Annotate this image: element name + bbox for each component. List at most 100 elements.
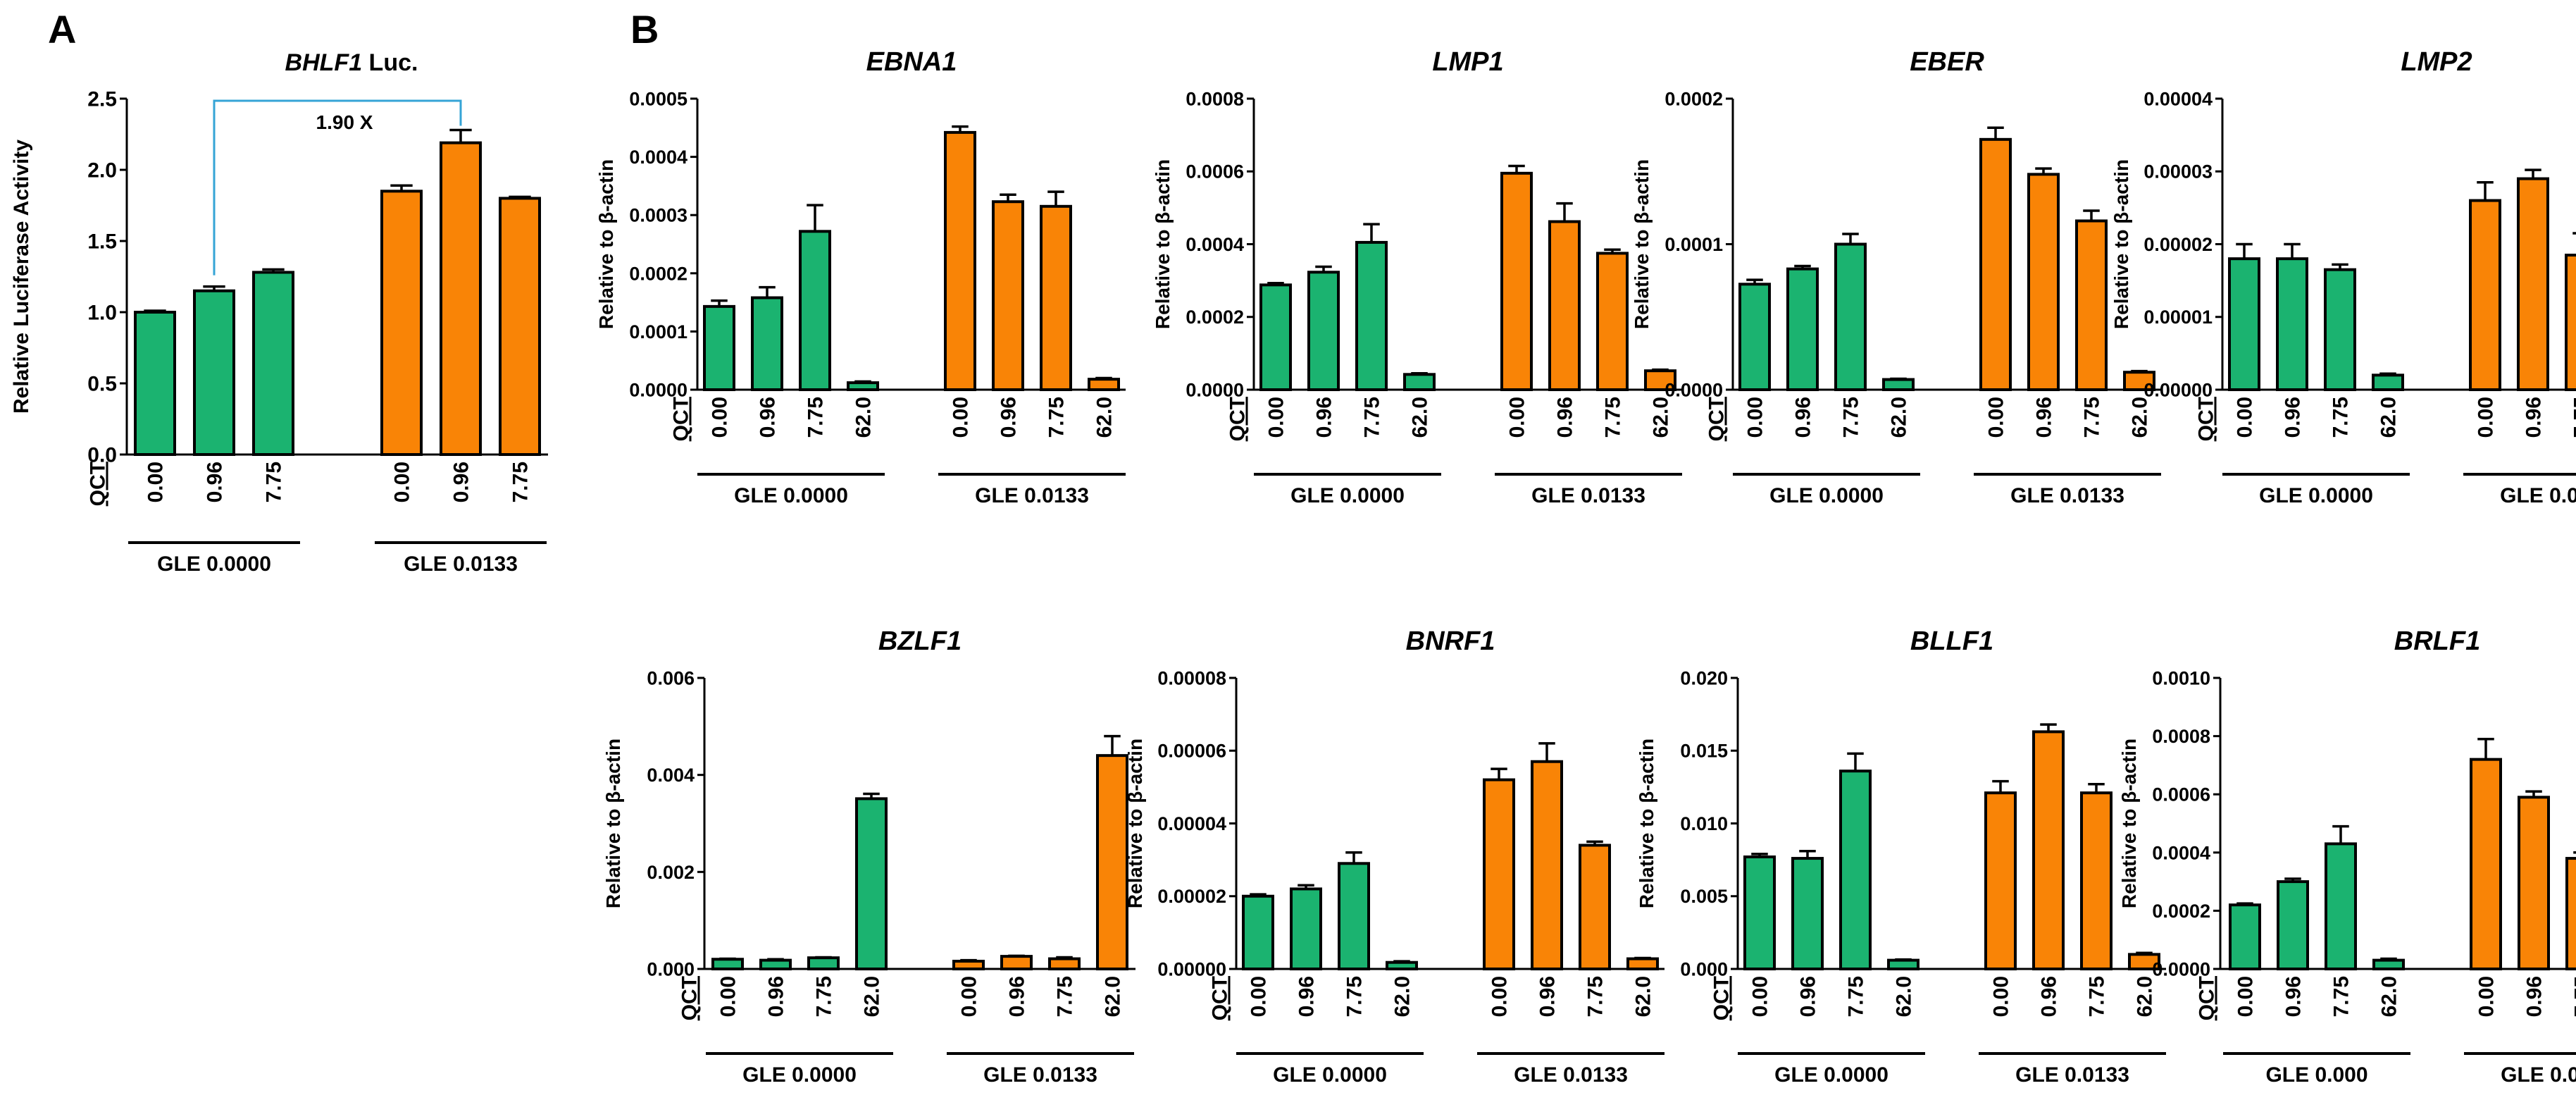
chart-title: EBER [1910,47,1984,77]
x-tick-label: 0.96 [2038,976,2061,1017]
x-tick-label: 0.96 [2522,397,2546,438]
bar [799,230,831,391]
group-label: GLE 0.0000 [2259,484,2373,507]
chart-title: BLLF1 [1910,626,1993,656]
x-axis-prefix-label: QCT [1226,397,1250,441]
x-tick-label: 0.96 [2523,976,2546,1017]
x-tick-label: 62.0 [1409,397,1432,438]
y-tick-label: 0.0004 [629,147,687,168]
bar [2027,173,2060,391]
group-label: GLE 0.0000 [157,552,271,576]
x-tick-label: 0.00 [144,462,168,502]
x-axis-prefix-label: QCT [678,976,702,1020]
x-tick-label: 62.0 [2378,976,2401,1017]
group-label: GLE 0.0000 [1774,1063,1889,1087]
bar [1979,137,2012,391]
x-tick-label: 0.00 [2234,397,2257,438]
bar [134,311,176,456]
chart-b5: 0.000 0.002 0.004 0.006 Relative to β-actin B… [602,626,1135,1087]
group-label: GLE 0.0000 [734,484,848,507]
y-tick-label: 0.0000 [2152,958,2210,980]
x-tick-label: 0.96 [757,397,780,438]
bar [1839,770,1872,971]
x-tick-label: 0.00 [709,397,732,438]
chart-title: LMP1 [1432,47,1503,77]
x-tick-label: 7.75 [1343,976,1367,1017]
fold-change-label: 1.90 X [316,111,373,133]
y-tick-label: 0.0006 [2152,784,2210,805]
x-tick-label: 7.75 [1584,976,1607,1017]
group-label: GLE 0.0133 [2015,1063,2129,1087]
y-tick-label: 0.005 [1680,886,1728,907]
group-label: GLE 0.0133 [975,484,1089,507]
x-tick-label: 0.96 [1554,397,1577,438]
bar [2277,880,2309,970]
panel-a-letter: A [48,7,77,51]
y-axis-label: Relative to β-actin [2118,739,2140,908]
chart-title: BZLF1 [878,626,962,656]
x-tick-label: 62.0 [1888,397,1911,438]
x-tick-label: 0.00 [1265,397,1288,438]
x-tick-label: 7.75 [2570,397,2576,438]
y-tick-label: 0.00000 [2143,379,2213,400]
bar [2470,758,2502,970]
bar [2469,199,2501,391]
x-tick-label: 62.0 [2377,397,2401,438]
y-tick-label: 0.0004 [1186,234,1244,255]
bar [2324,268,2356,392]
x-axis-prefix-label: QCT [2196,976,2219,1020]
bar [1259,283,1292,391]
y-tick-label: 0.0002 [1186,307,1244,328]
bar [2229,903,2261,971]
x-tick-label: 7.75 [1045,397,1069,438]
x-tick-label: 0.00 [1488,976,1512,1017]
x-tick-label: 62.0 [861,976,884,1017]
chart-title: BHLF1 Luc. [285,49,418,76]
x-tick-label: 62.0 [2129,397,2152,438]
x-tick-label: 0.96 [450,462,473,502]
bar [1531,760,1563,971]
bar [2228,257,2260,391]
y-tick-label: 0.00002 [2143,234,2213,255]
bar [807,956,840,971]
y-tick-label: 0.0000 [629,379,687,400]
y-tick-label: 0.015 [1680,741,1728,762]
x-axis-prefix-label: QCT [2195,397,2218,441]
x-tick-label: 62.0 [1650,397,1673,438]
y-tick-label: 0.0010 [2152,667,2210,688]
bar [2075,219,2108,391]
bar [1386,960,1418,971]
x-tick-label: 7.75 [2086,976,2109,1017]
x-tick-label: 0.00 [1985,397,2008,438]
chart-b2: 0.0000 0.0002 0.0004 0.0006 0.0008 Relative t… [1152,47,1682,507]
bar [992,200,1024,391]
group-label: GLE 0.0133 [983,1063,1097,1087]
x-tick-label: 62.0 [852,397,876,438]
x-tick-label: 0.00 [958,976,981,1017]
group-label: GLE 0.0133 [2010,484,2124,507]
bar [1500,171,1533,392]
y-tick-label: 0.0001 [629,321,687,342]
bar [1000,955,1033,971]
x-tick-label: 0.00 [2475,976,2499,1017]
chart-title: BRLF1 [2394,626,2480,656]
x-tick-label: 0.96 [1313,397,1336,438]
bar [1786,267,1819,392]
bar [711,958,744,970]
chart-title: BNRF1 [1406,626,1495,656]
bar [2565,857,2576,971]
x-tick-label: 7.75 [1361,397,1384,438]
group-label: GLE 0.0133 [2501,1063,2576,1087]
x-tick-label: 7.75 [2571,976,2576,1017]
x-tick-label: 0.96 [765,976,788,1017]
x-tick-label: 0.96 [204,462,227,502]
y-tick-label: 0.0008 [1186,88,1244,109]
x-tick-label: 0.96 [2282,976,2306,1017]
y-axis-label: Relative to β-actin [1152,159,1174,329]
y-tick-label: 0.0008 [2152,726,2210,747]
x-tick-label: 0.96 [1792,397,1815,438]
bar [1088,378,1120,392]
bar [380,190,423,456]
y-tick-label: 0.0001 [1665,234,1723,255]
bar [440,141,482,456]
